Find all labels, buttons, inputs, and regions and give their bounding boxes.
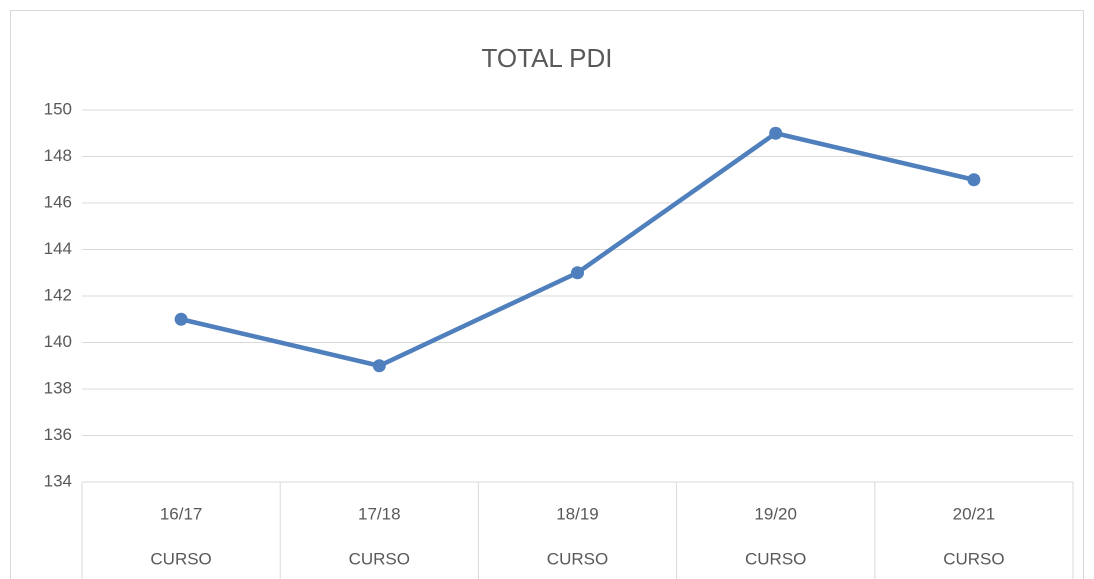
y-tick-label: 136	[44, 425, 72, 444]
y-tick-label: 138	[44, 378, 72, 397]
x-group-label: CURSO	[745, 549, 806, 568]
x-tick-label: 20/21	[953, 504, 996, 523]
y-tick-label: 144	[44, 239, 72, 258]
y-tick-label: 146	[44, 192, 72, 211]
x-group-label: CURSO	[349, 549, 410, 568]
x-tick-label: 18/19	[556, 504, 599, 523]
x-tick-label: 17/18	[358, 504, 401, 523]
data-point	[769, 126, 783, 140]
data-point	[571, 266, 584, 280]
x-tick-label: 16/17	[160, 504, 203, 523]
y-tick-label: 134	[44, 471, 72, 490]
y-tick-label: 150	[44, 99, 72, 118]
chart-border	[10, 10, 1084, 579]
x-group-label: CURSO	[547, 549, 608, 568]
x-tick-label: 19/20	[754, 504, 797, 523]
y-tick-label: 140	[44, 332, 72, 351]
x-group-label: CURSO	[943, 549, 1004, 568]
x-group-label: CURSO	[150, 549, 211, 568]
y-tick-label: 148	[44, 146, 72, 165]
chart-title: TOTAL PDI	[482, 43, 613, 73]
data-point	[967, 173, 981, 187]
y-tick-label: 142	[44, 285, 72, 304]
data-point	[174, 312, 188, 326]
data-point	[372, 359, 386, 373]
